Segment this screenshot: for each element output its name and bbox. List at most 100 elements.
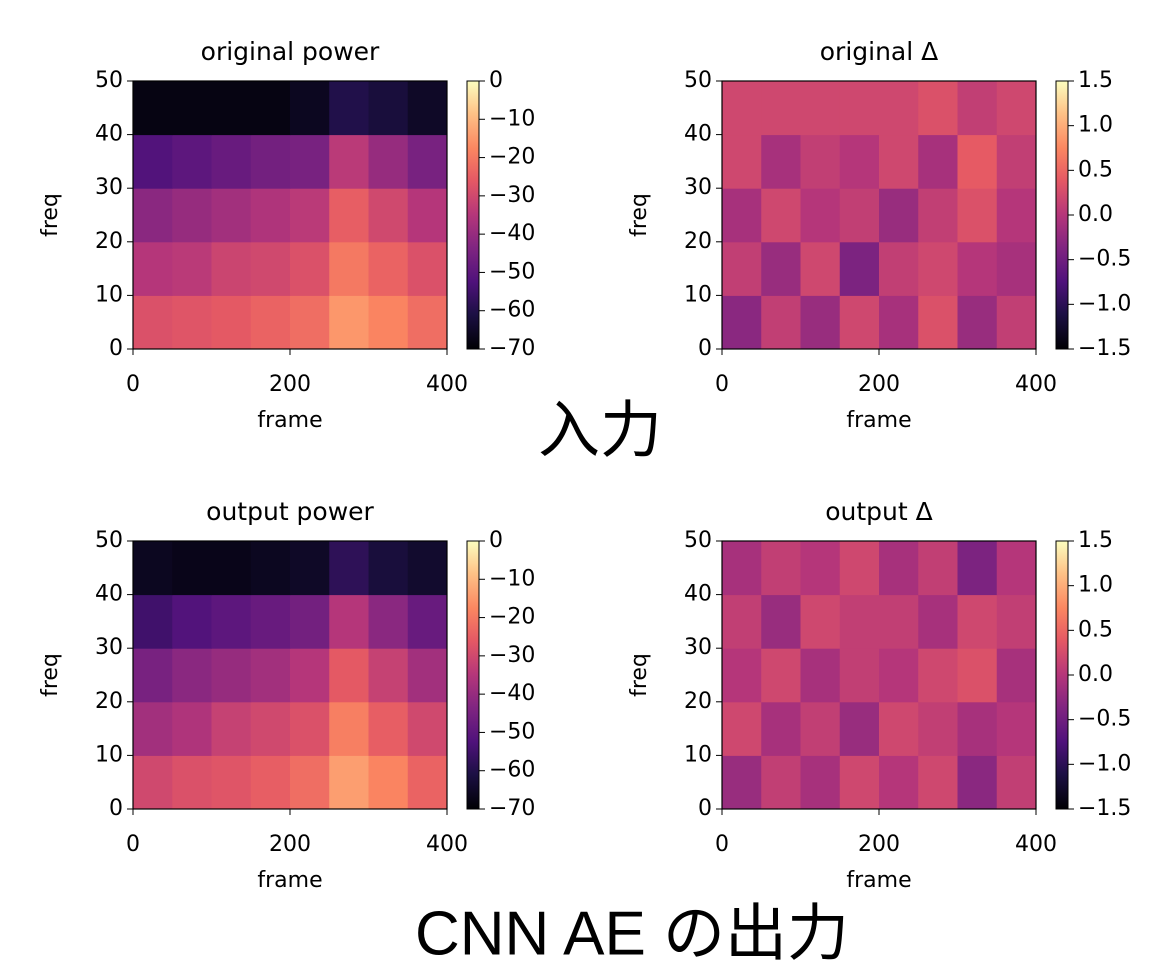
- heatmap-cell: [251, 541, 291, 595]
- heatmap-cell: [761, 648, 801, 702]
- heatmap-cell: [879, 295, 919, 349]
- heatmap-cell: [761, 188, 801, 242]
- heatmap-cell: [133, 188, 173, 242]
- y-tick-label: 20: [95, 689, 123, 714]
- y-axis-label: freq: [627, 653, 652, 697]
- heatmap-cell: [722, 242, 762, 296]
- y-tick-label: 0: [698, 796, 712, 821]
- heatmap-cell: [212, 755, 252, 809]
- heatmap-cell: [408, 755, 448, 809]
- heatmap-cell: [329, 188, 369, 242]
- x-axis-label: frame: [846, 408, 911, 433]
- heatmap-cell: [722, 135, 762, 189]
- colorbar-tick-label: 1.5: [1078, 528, 1113, 553]
- heatmap-cell: [997, 135, 1037, 189]
- heatmap-cell: [879, 595, 919, 649]
- heatmap-cell: [133, 242, 173, 296]
- heatmap-cell: [251, 595, 291, 649]
- colorbar-tick-label: −20: [489, 605, 535, 630]
- heatmap-cell: [290, 648, 330, 702]
- heatmap-cell: [329, 295, 369, 349]
- heatmap-cell: [369, 81, 409, 135]
- heatmap-cell: [369, 135, 409, 189]
- heatmap-cell: [918, 541, 958, 595]
- heatmap-cell: [172, 242, 212, 296]
- colorbar-tick-label: −0.5: [1078, 707, 1131, 732]
- heatmap-cell: [801, 295, 841, 349]
- heatmap-cell: [369, 541, 409, 595]
- chart-title: original power: [201, 37, 380, 66]
- heatmap-cell: [879, 242, 919, 296]
- heatmap-cell: [801, 188, 841, 242]
- heatmap-cell: [369, 595, 409, 649]
- y-tick-label: 30: [95, 635, 123, 660]
- heatmap-cell: [251, 755, 291, 809]
- heatmap-cell: [918, 702, 958, 756]
- heatmap-cell: [840, 295, 880, 349]
- heatmap-cell: [172, 295, 212, 349]
- heatmap-cell: [369, 702, 409, 756]
- colorbar: [1056, 81, 1068, 349]
- x-tick-label: 200: [858, 372, 900, 397]
- colorbar-tick-label: −30: [489, 643, 535, 668]
- heatmap-cell: [918, 295, 958, 349]
- heatmap-cell: [958, 541, 998, 595]
- heatmap-cell: [408, 81, 448, 135]
- y-tick-label: 50: [95, 68, 123, 93]
- colorbar-tick-label: −40: [489, 681, 535, 706]
- y-tick-label: 30: [95, 175, 123, 200]
- x-tick-label: 400: [1015, 372, 1057, 397]
- heatmap-cell: [761, 135, 801, 189]
- colorbar-tick-label: 0.0: [1078, 202, 1113, 227]
- x-tick-label: 400: [1015, 832, 1057, 857]
- heatmap-cell: [133, 702, 173, 756]
- heatmap-cell: [958, 242, 998, 296]
- colorbar: [1056, 541, 1068, 809]
- heatmap-cell: [251, 702, 291, 756]
- x-tick-label: 0: [126, 372, 140, 397]
- heatmap-cell: [290, 188, 330, 242]
- chart-title: output power: [206, 497, 374, 526]
- heatmap-cell: [761, 541, 801, 595]
- heatmap-cell: [761, 595, 801, 649]
- x-axis-label: frame: [846, 868, 911, 893]
- heatmap-cell: [801, 595, 841, 649]
- heatmap-cell: [722, 702, 762, 756]
- y-tick-label: 40: [684, 122, 712, 147]
- heatmap-cell: [290, 595, 330, 649]
- y-tick-label: 0: [109, 796, 123, 821]
- heatmap-cell: [801, 242, 841, 296]
- heatmap-cell: [290, 135, 330, 189]
- heatmap-cell: [801, 541, 841, 595]
- heatmap-cell: [212, 702, 252, 756]
- heatmap-cell: [761, 755, 801, 809]
- heatmap-cell: [133, 81, 173, 135]
- heatmap-cell: [329, 648, 369, 702]
- colorbar-tick-label: −20: [489, 145, 535, 170]
- colorbar-tick-label: −1.5: [1078, 336, 1131, 361]
- heatmap-cell: [212, 135, 252, 189]
- colorbar-tick-label: −1.0: [1078, 291, 1131, 316]
- y-axis-label: freq: [627, 193, 652, 237]
- heatmap-cell: [133, 541, 173, 595]
- colorbar-tick-label: −10: [489, 566, 535, 591]
- y-tick-label: 40: [95, 122, 123, 147]
- heatmap-cell: [329, 541, 369, 595]
- x-tick-label: 200: [269, 372, 311, 397]
- heatmap-cell: [761, 295, 801, 349]
- heatmap-cell: [997, 648, 1037, 702]
- heatmap-cell: [212, 541, 252, 595]
- heatmap-cell: [840, 648, 880, 702]
- x-tick-label: 0: [715, 372, 729, 397]
- colorbar-tick-label: −40: [489, 221, 535, 246]
- heatmap-cell: [918, 135, 958, 189]
- heatmap-cell: [997, 242, 1037, 296]
- heatmap-cell: [801, 648, 841, 702]
- heatmap-cell: [958, 595, 998, 649]
- heatmap-cell: [997, 295, 1037, 349]
- heatmap-cell: [408, 188, 448, 242]
- heatmap-cell: [172, 755, 212, 809]
- y-tick-label: 50: [684, 528, 712, 553]
- colorbar-tick-label: −50: [489, 719, 535, 744]
- y-tick-label: 50: [95, 528, 123, 553]
